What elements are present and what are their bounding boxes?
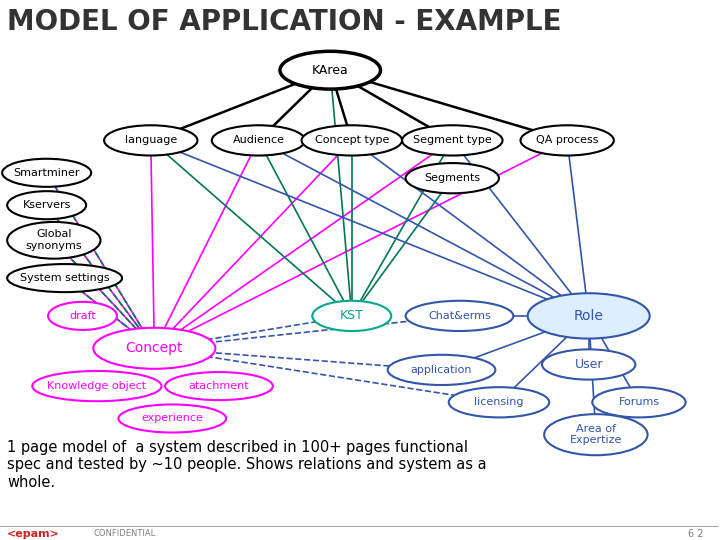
Ellipse shape xyxy=(405,301,513,331)
Text: MODEL OF APPLICATION - EXAMPLE: MODEL OF APPLICATION - EXAMPLE xyxy=(7,8,562,36)
Ellipse shape xyxy=(119,404,226,433)
Ellipse shape xyxy=(312,301,391,331)
Text: atachment: atachment xyxy=(189,381,249,391)
Text: KArea: KArea xyxy=(312,64,348,77)
Text: <epam>: <epam> xyxy=(7,529,60,538)
Text: Concept: Concept xyxy=(125,341,183,355)
Ellipse shape xyxy=(7,264,122,292)
Text: Knowledge object: Knowledge object xyxy=(48,381,146,391)
Ellipse shape xyxy=(94,328,215,369)
Text: Audience: Audience xyxy=(233,136,284,145)
Ellipse shape xyxy=(7,191,86,219)
Text: experience: experience xyxy=(141,414,203,423)
Ellipse shape xyxy=(405,163,499,193)
Ellipse shape xyxy=(165,372,273,400)
Text: 1 page model of  a system described in 100+ pages functional
spec and tested by : 1 page model of a system described in 10… xyxy=(7,440,487,490)
Text: Segments: Segments xyxy=(424,173,480,183)
Ellipse shape xyxy=(593,387,685,417)
Text: Concept type: Concept type xyxy=(315,136,389,145)
Text: Kservers: Kservers xyxy=(22,200,71,210)
Text: Forums: Forums xyxy=(618,397,660,407)
Ellipse shape xyxy=(542,349,635,380)
Text: CONFIDENTIAL: CONFIDENTIAL xyxy=(94,529,156,538)
Ellipse shape xyxy=(212,125,305,156)
Ellipse shape xyxy=(402,125,503,156)
Ellipse shape xyxy=(2,159,91,187)
Ellipse shape xyxy=(302,125,402,156)
Text: User: User xyxy=(575,358,603,371)
Text: KST: KST xyxy=(340,309,364,322)
Text: Area of
Expertize: Area of Expertize xyxy=(570,424,622,446)
Text: application: application xyxy=(411,365,472,375)
Ellipse shape xyxy=(544,414,647,455)
Text: Segment type: Segment type xyxy=(413,136,492,145)
Text: Chat&erms: Chat&erms xyxy=(428,311,491,321)
Text: language: language xyxy=(125,136,177,145)
Ellipse shape xyxy=(528,293,649,339)
Ellipse shape xyxy=(387,355,495,385)
Text: licensing: licensing xyxy=(474,397,523,407)
Ellipse shape xyxy=(104,125,197,156)
Text: Smartminer: Smartminer xyxy=(14,168,80,178)
Ellipse shape xyxy=(7,222,101,259)
Ellipse shape xyxy=(32,371,161,401)
Text: QA process: QA process xyxy=(536,136,598,145)
Text: Role: Role xyxy=(574,309,603,323)
Text: draft: draft xyxy=(69,311,96,321)
Text: Global
synonyms: Global synonyms xyxy=(25,230,82,251)
Ellipse shape xyxy=(521,125,614,156)
Ellipse shape xyxy=(48,302,117,330)
Text: 6 2: 6 2 xyxy=(688,529,703,538)
Ellipse shape xyxy=(449,387,549,417)
Ellipse shape xyxy=(280,51,380,89)
Text: System settings: System settings xyxy=(20,273,109,283)
